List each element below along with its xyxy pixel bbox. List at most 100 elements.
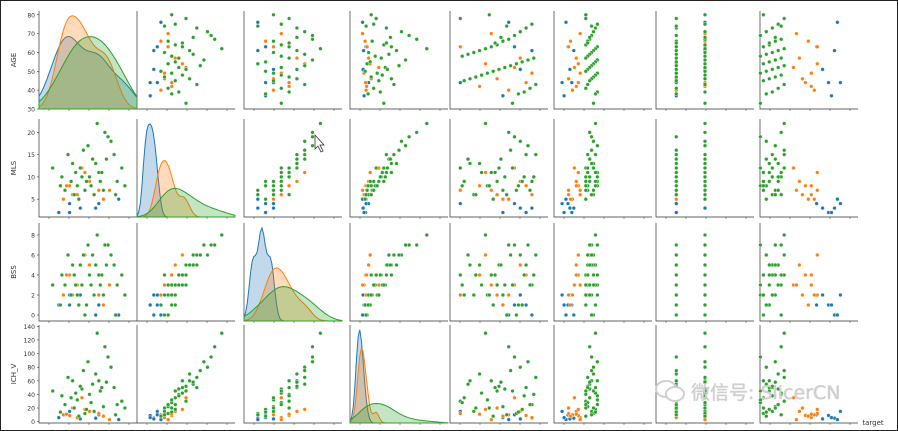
scatter-point — [589, 134, 594, 139]
scatter-point — [674, 161, 679, 166]
scatter-point — [368, 170, 373, 175]
scatter-point — [65, 252, 71, 258]
scatter-point — [90, 382, 95, 387]
scatter-point — [67, 302, 72, 308]
scatter-point — [761, 183, 766, 188]
scatter-point — [169, 91, 174, 96]
scatter-point — [473, 74, 478, 80]
scatter-point — [99, 385, 104, 390]
scatter-point — [593, 331, 598, 336]
scatter-point — [495, 282, 500, 288]
scatter-point — [518, 365, 523, 370]
scatter-point — [761, 292, 766, 298]
scatter-point — [263, 197, 268, 202]
scatter-point — [595, 272, 600, 278]
scatter-point — [587, 174, 592, 179]
scatter-point — [81, 148, 86, 153]
y-tick-label: 2 — [31, 293, 35, 300]
scatter-point — [500, 404, 505, 409]
scatter-point — [764, 365, 769, 370]
scatter-point — [491, 197, 496, 202]
scatter-point — [151, 312, 156, 318]
scatter-point — [477, 412, 482, 417]
scatter-point — [169, 410, 174, 415]
scatter-point — [471, 292, 476, 298]
scatter-point — [776, 282, 781, 288]
scatter-point — [173, 302, 178, 308]
scatter-point — [767, 40, 772, 46]
scatter-point — [485, 71, 490, 76]
scatter-point — [500, 302, 505, 308]
scatter-point — [483, 331, 488, 336]
scatter-point — [512, 242, 517, 248]
scatter-point — [76, 197, 81, 202]
scatter-point — [835, 312, 840, 318]
scatter-point — [93, 206, 98, 211]
scatter-point — [576, 407, 581, 412]
scatter-point — [369, 183, 374, 188]
scatter-point — [399, 29, 404, 34]
scatter-point — [287, 74, 292, 80]
scatter-point — [479, 282, 484, 288]
scatter-point — [516, 302, 521, 308]
scatter-point — [279, 165, 284, 171]
scatter-point — [255, 412, 260, 417]
scatter-point — [516, 91, 521, 96]
scatter-point — [471, 409, 476, 414]
scatter-point — [166, 417, 171, 422]
scatter-point — [471, 50, 476, 55]
scatter-point — [529, 192, 534, 197]
scatter-point — [674, 44, 679, 49]
scatter-point — [779, 391, 784, 396]
scatter-point — [477, 183, 482, 188]
scatter-point — [589, 312, 594, 318]
scatter-point — [520, 407, 525, 412]
scatter-point — [116, 417, 121, 422]
scatter-point — [591, 388, 596, 394]
scatter-point — [101, 404, 106, 409]
scatter-point — [764, 410, 769, 415]
scatter-point — [205, 29, 210, 34]
scatter-point — [462, 395, 467, 400]
scatter-point — [101, 292, 106, 298]
scatter-point — [424, 46, 429, 51]
scatter-point — [180, 252, 185, 258]
scatter-point — [183, 101, 189, 106]
scatter-point — [180, 61, 185, 66]
scatter-point — [173, 282, 178, 288]
scatter-point — [70, 262, 75, 268]
scatter-point — [376, 292, 381, 298]
scatter-point — [187, 371, 192, 377]
y-tick-label: 140 — [24, 324, 36, 331]
scatter-point — [591, 29, 596, 34]
scatter-point — [782, 148, 787, 153]
scatter-point — [674, 192, 679, 197]
scatter-point — [360, 20, 365, 25]
scatter-point — [158, 88, 163, 93]
scatter-point — [761, 188, 766, 193]
scatter-point — [593, 302, 598, 308]
scatter-point — [504, 412, 509, 417]
panel-spine — [449, 119, 548, 218]
scatter-point — [506, 242, 511, 248]
scatter-point — [67, 210, 72, 215]
scatter-point — [96, 302, 101, 308]
scatter-point — [500, 210, 505, 215]
scatter-point — [776, 179, 781, 184]
scatter-point — [279, 54, 284, 59]
scatter-point — [388, 157, 393, 162]
scatter-point — [271, 179, 276, 184]
scatter-point — [568, 414, 573, 419]
scatter-point — [384, 25, 389, 31]
scatter-point — [366, 91, 371, 96]
scatter-point — [371, 188, 376, 193]
scatter-point — [483, 407, 488, 412]
panel-spine — [243, 325, 342, 424]
scatter-point — [570, 292, 575, 298]
scatter-point — [779, 170, 784, 175]
scatter-point — [782, 331, 787, 336]
scatter-point — [169, 272, 174, 278]
scatter-point — [674, 71, 679, 76]
scatter-point — [219, 46, 224, 51]
